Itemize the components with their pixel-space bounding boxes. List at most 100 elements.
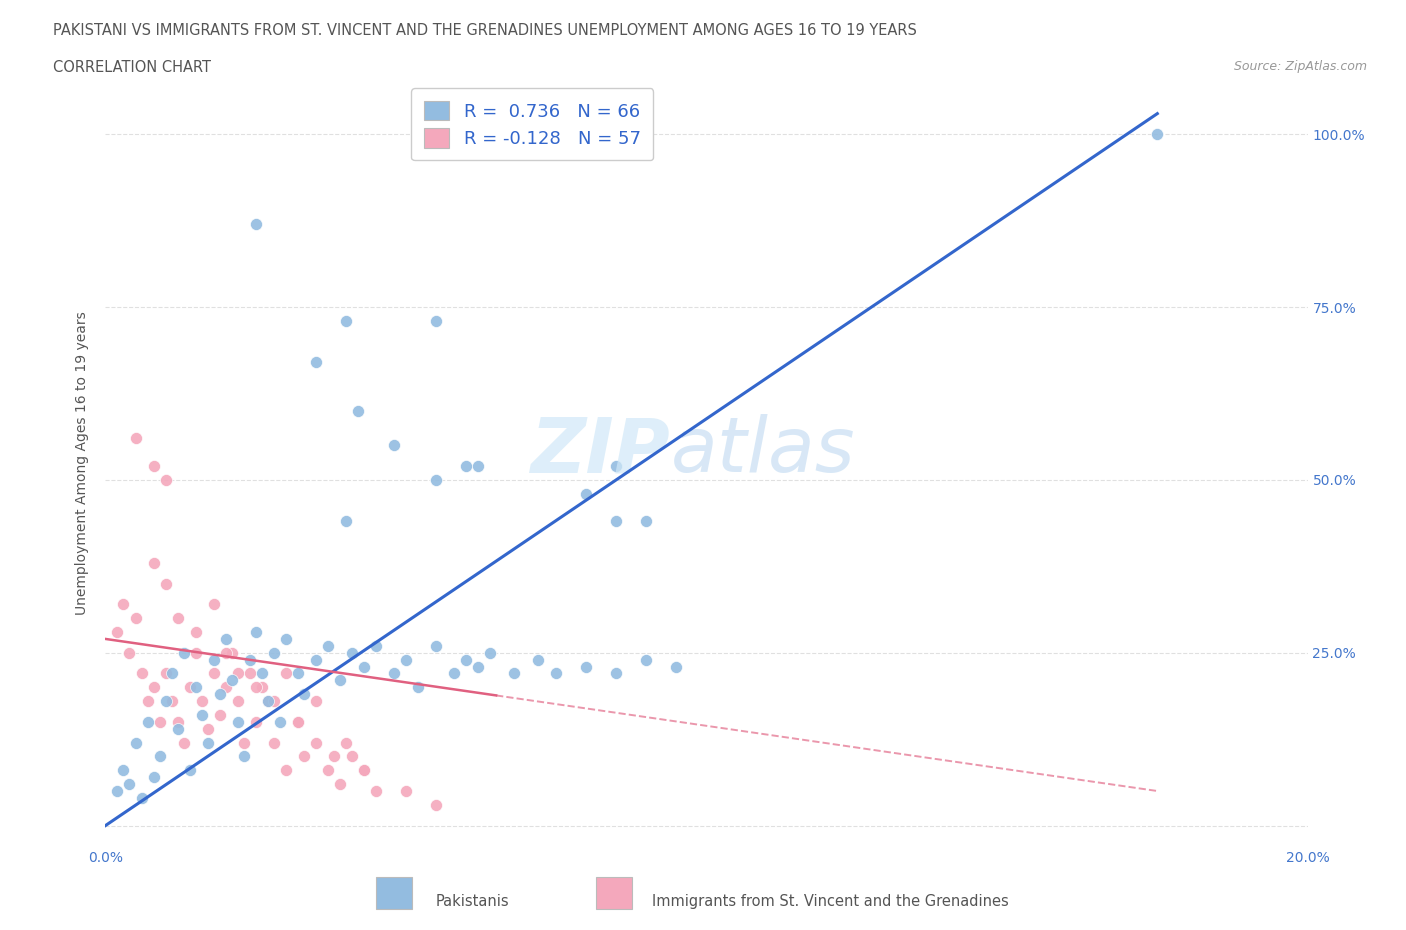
Point <box>136 694 159 709</box>
Point <box>425 472 447 487</box>
Point <box>124 736 146 751</box>
Point <box>335 313 357 328</box>
Point <box>124 611 146 626</box>
Point <box>329 673 352 688</box>
Point <box>425 797 447 812</box>
Point <box>214 631 236 646</box>
Point <box>173 645 195 660</box>
Point <box>202 666 225 681</box>
Point <box>155 472 177 487</box>
Point <box>179 680 201 695</box>
Point <box>395 784 418 799</box>
Text: CORRELATION CHART: CORRELATION CHART <box>53 60 211 75</box>
Point <box>479 645 502 660</box>
Point <box>274 631 297 646</box>
Point <box>605 458 627 473</box>
Point <box>118 777 141 791</box>
Point <box>305 652 328 667</box>
Point <box>256 694 278 709</box>
Bar <box>375 877 412 910</box>
Point <box>382 438 405 453</box>
Point <box>166 611 188 626</box>
Point <box>425 313 447 328</box>
Point <box>467 458 489 473</box>
Point <box>142 680 165 695</box>
Point <box>221 673 243 688</box>
Point <box>250 666 273 681</box>
Point <box>124 431 146 445</box>
Point <box>305 355 328 370</box>
Point <box>245 625 267 640</box>
Text: PAKISTANI VS IMMIGRANTS FROM ST. VINCENT AND THE GRENADINES UNEMPLOYMENT AMONG A: PAKISTANI VS IMMIGRANTS FROM ST. VINCENT… <box>53 23 917 38</box>
Point <box>166 714 188 729</box>
Point <box>208 708 231 723</box>
Text: Immigrants from St. Vincent and the Grenadines: Immigrants from St. Vincent and the Gren… <box>652 894 1010 909</box>
Point <box>214 680 236 695</box>
Point <box>575 486 598 501</box>
Point <box>287 666 309 681</box>
Text: Source: ZipAtlas.com: Source: ZipAtlas.com <box>1233 60 1367 73</box>
Point <box>184 645 207 660</box>
Point <box>202 597 225 612</box>
Point <box>636 514 658 529</box>
Point <box>232 736 254 751</box>
Point <box>395 652 418 667</box>
Point <box>148 749 170 764</box>
Point <box>155 577 177 591</box>
Point <box>636 652 658 667</box>
Point <box>316 763 339 777</box>
Point <box>263 645 285 660</box>
Point <box>353 763 375 777</box>
Point <box>263 736 285 751</box>
Point <box>112 763 135 777</box>
Point <box>107 784 129 799</box>
Point <box>184 680 207 695</box>
Point <box>239 666 262 681</box>
Point <box>382 666 405 681</box>
Point <box>329 777 352 791</box>
Point <box>148 714 170 729</box>
Point <box>179 763 201 777</box>
Point <box>340 749 363 764</box>
Point <box>425 638 447 653</box>
Point <box>160 694 183 709</box>
Point <box>197 722 219 737</box>
Point <box>274 763 297 777</box>
Point <box>155 666 177 681</box>
Point <box>142 770 165 785</box>
Point <box>605 514 627 529</box>
Point <box>353 659 375 674</box>
Point <box>335 736 357 751</box>
Legend: R =  0.736   N = 66, R = -0.128   N = 57: R = 0.736 N = 66, R = -0.128 N = 57 <box>411 88 654 160</box>
Point <box>155 694 177 709</box>
Point <box>527 652 550 667</box>
Text: Pakistanis: Pakistanis <box>436 894 509 909</box>
Point <box>142 458 165 473</box>
Point <box>292 686 315 701</box>
Point <box>221 645 243 660</box>
Point <box>305 694 328 709</box>
Point <box>340 645 363 660</box>
Point <box>107 625 129 640</box>
Point <box>605 666 627 681</box>
Point <box>546 666 568 681</box>
Point <box>250 680 273 695</box>
Point <box>226 714 249 729</box>
Point <box>245 680 267 695</box>
Point <box>292 749 315 764</box>
Point <box>136 714 159 729</box>
Point <box>112 597 135 612</box>
Point <box>364 638 387 653</box>
Point <box>443 666 465 681</box>
Point <box>245 217 267 232</box>
Point <box>305 736 328 751</box>
Text: atlas: atlas <box>671 414 855 488</box>
Point <box>263 694 285 709</box>
Point <box>190 694 212 709</box>
Point <box>274 666 297 681</box>
Point <box>322 749 344 764</box>
Point <box>239 652 262 667</box>
Point <box>406 680 429 695</box>
Point <box>316 638 339 653</box>
Point <box>160 666 183 681</box>
